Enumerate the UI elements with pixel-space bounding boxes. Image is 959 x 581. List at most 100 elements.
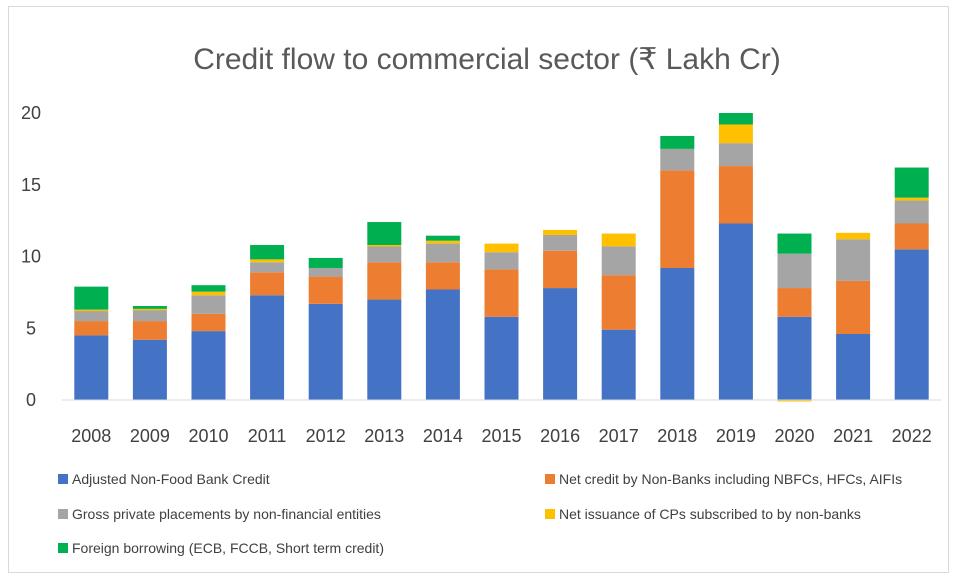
x-tick-label: 2019 [716, 426, 756, 446]
bar-segment-2013-s0 [367, 299, 402, 400]
bar-segment-2015-s1 [484, 269, 519, 317]
bar-segment-2012-s4 [308, 257, 343, 268]
legend-swatch [58, 509, 68, 519]
bar-segment-2018-s1 [660, 170, 695, 268]
legend-label: Net issuance of CPs subscribed to by non… [559, 506, 861, 522]
x-tick-label: 2021 [833, 426, 873, 446]
bar-segment-2020-s2 [777, 253, 812, 289]
bar-segment-2015-s3 [484, 243, 519, 253]
bar-segment-2017-s1 [601, 275, 636, 330]
bar-segment-2008-s4 [74, 286, 109, 310]
bar-segment-2018-s2 [660, 148, 695, 171]
legend-label: Net credit by Non-Banks including NBFCs,… [559, 471, 902, 487]
y-tick-label: 10 [21, 247, 41, 267]
x-tick-label: 2022 [892, 426, 932, 446]
bar-segment-2011-s3 [250, 259, 285, 263]
bar-segment-2010-s0 [191, 331, 226, 400]
y-tick-label: 15 [21, 175, 41, 195]
legend-label: Foreign borrowing (ECB, FCCB, Short term… [72, 540, 384, 556]
x-tick-label: 2009 [130, 426, 170, 446]
bar-segment-2022-s1 [894, 223, 929, 250]
bar-segment-2011-s1 [250, 272, 285, 296]
bar-segment-2014-s0 [425, 289, 460, 400]
bar-segment-2013-s3 [367, 245, 402, 247]
legend-swatch [545, 509, 555, 519]
bar-segment-2017-s3 [601, 233, 636, 247]
bar-segment-2014-s4 [425, 235, 460, 241]
bar-segment-2009-s4 [132, 306, 167, 309]
x-tick-label: 2008 [71, 426, 111, 446]
bar-segment-2009-s3 [132, 308, 167, 311]
bar-segment-2019-s3 [718, 124, 753, 144]
bar-segment-2016-s3 [543, 229, 578, 235]
bar-segment-2009-s2 [132, 309, 167, 322]
bar-segment-2013-s1 [367, 262, 402, 300]
bar-segment-2019-s1 [718, 166, 753, 224]
bar-segment-2008-s2 [74, 311, 109, 322]
bar-segment-2010-s1 [191, 313, 226, 332]
bar-segment-2011-s0 [250, 295, 285, 400]
x-tick-label: 2018 [657, 426, 697, 446]
y-tick-label: 5 [26, 318, 36, 338]
bar-segment-2016-s2 [543, 234, 578, 251]
bar-segment-2021-s2 [836, 239, 871, 281]
y-tick-label: 20 [21, 103, 41, 123]
bar-segment-2013-s2 [367, 246, 402, 263]
bar-segment-2009-s1 [132, 321, 167, 340]
bar-segment-2018-s4 [660, 135, 695, 149]
bar-segment-2009-s0 [132, 339, 167, 400]
bar-segment-2013-s4 [367, 222, 402, 246]
bar-segment-2010-s4 [191, 285, 226, 292]
bar-segment-2019-s0 [718, 223, 753, 400]
bar-segment-2020-s1 [777, 288, 812, 317]
bar-segment-2010-s3 [191, 291, 226, 296]
legend-label: Gross private placements by non-financia… [72, 506, 381, 522]
x-tick-label: 2020 [774, 426, 814, 446]
bar-segment-2021-s1 [836, 280, 871, 334]
legend-swatch [58, 474, 68, 484]
bar-segment-2022-s4 [894, 167, 929, 198]
bar-segment-2021-s0 [836, 333, 871, 400]
y-tick-label: 0 [26, 390, 36, 410]
bar-segment-2015-s2 [484, 252, 519, 270]
x-tick-label: 2016 [540, 426, 580, 446]
legend-swatch [58, 543, 68, 553]
bar-segment-2008-s0 [74, 335, 109, 400]
bar-segment-2008-s1 [74, 321, 109, 336]
x-tick-label: 2013 [364, 426, 404, 446]
bar-segment-2016-s0 [543, 288, 578, 400]
x-tick-label: 2011 [248, 426, 287, 446]
bar-segment-2019-s4 [718, 113, 753, 125]
bar-segment-2012-s0 [308, 303, 343, 400]
bar-segment-2012-s2 [308, 267, 343, 277]
bar-segment-2019-s2 [718, 143, 753, 167]
bar-segment-2020-s3 [777, 400, 812, 402]
legend-label: Adjusted Non-Food Bank Credit [72, 471, 270, 487]
bar-segment-2014-s3 [425, 240, 460, 244]
x-axis-ticks: 2008 2009 2010 2011 2012 2013 2014 2015 2016 2017… [71, 426, 931, 446]
bar-segment-2022-s2 [894, 200, 929, 224]
bar-segment-2020-s0 [777, 316, 812, 400]
bar-segment-2010-s2 [191, 295, 226, 314]
bar-segment-2012-s1 [308, 276, 343, 304]
bar-segment-2022-s0 [894, 249, 929, 400]
bar-segment-2008-s3 [74, 309, 109, 312]
chart-title: Credit flow to commercial sector (₹ Lakh… [193, 43, 781, 76]
bar-segment-2020-s4 [777, 233, 812, 254]
bar-segment-2014-s1 [425, 262, 460, 290]
x-tick-label: 2015 [481, 426, 521, 446]
legend-swatch [545, 474, 555, 484]
bar-segment-2017-s2 [601, 246, 636, 276]
bar-segment-2011-s2 [250, 262, 285, 273]
x-tick-label: 2014 [423, 426, 463, 446]
bar-segment-2015-s0 [484, 316, 519, 400]
chart-container: Credit flow to commercial sector (₹ Lakh… [8, 6, 949, 573]
bar-segment-2017-s0 [601, 329, 636, 400]
stacked-bar-chart: Credit flow to commercial sector (₹ Lakh… [21, 43, 941, 556]
bar-segment-2016-s1 [543, 250, 578, 289]
bar-segment-2011-s4 [250, 245, 285, 260]
legend: Adjusted Non-Food Bank Credit Net credit … [58, 471, 902, 556]
bar-segment-2018-s0 [660, 267, 695, 400]
bar-segment-2021-s3 [836, 232, 871, 240]
y-axis-ticks: 0 5 10 15 20 [21, 103, 41, 410]
